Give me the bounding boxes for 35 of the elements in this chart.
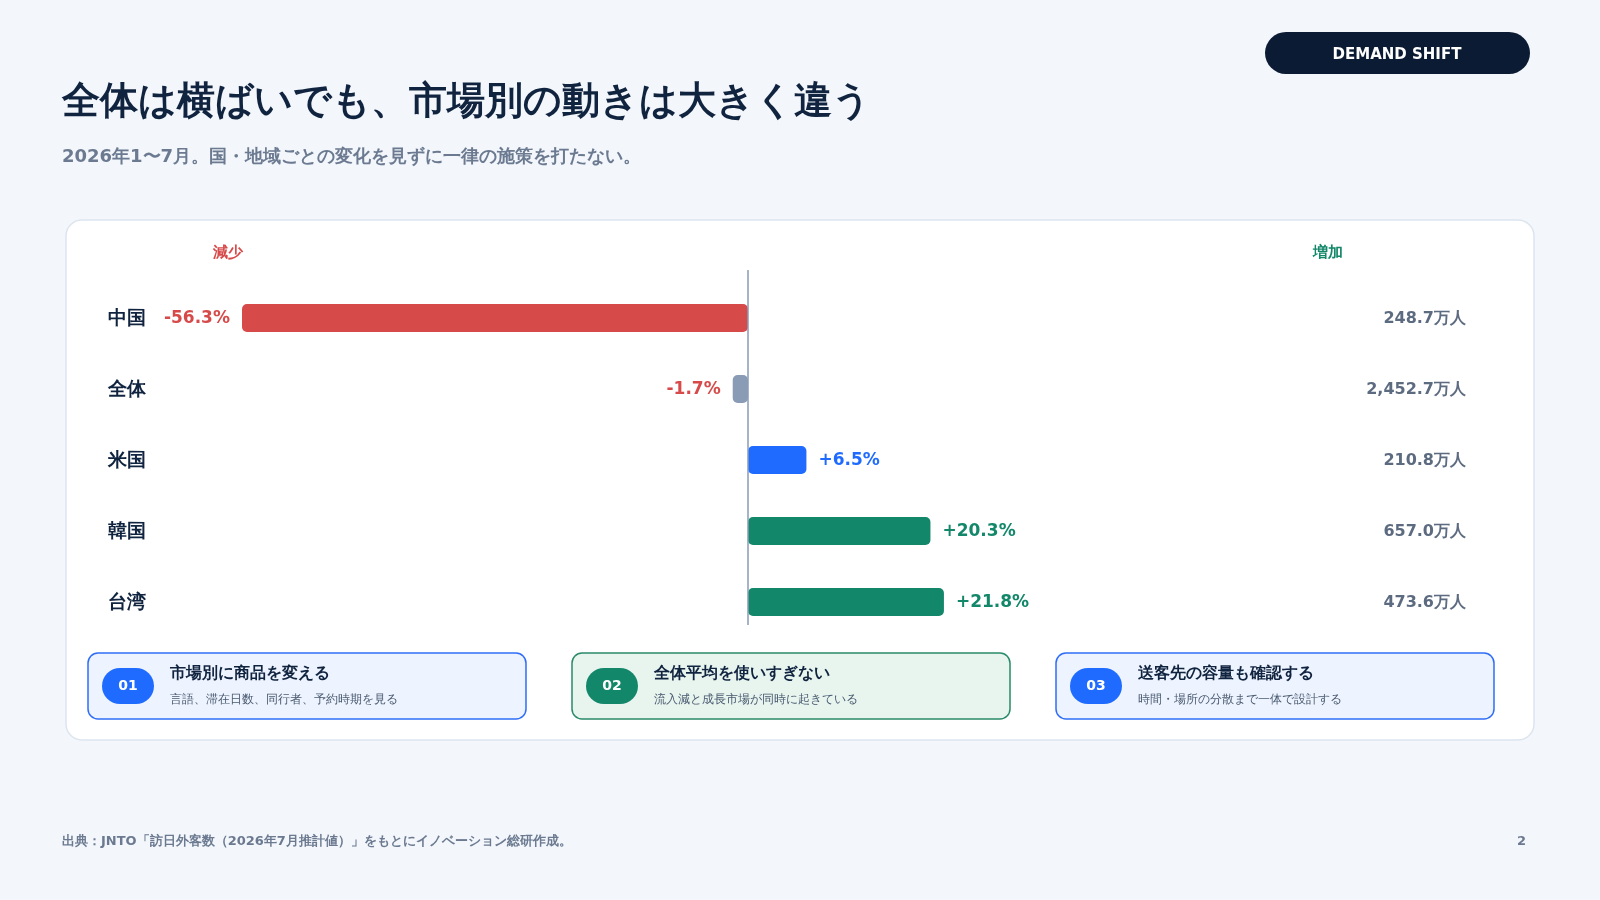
text: 01 <box>118 677 138 693</box>
text: 送客先の容量も確認する <box>1137 662 1314 682</box>
y-tick-label: 中国 <box>108 305 146 328</box>
chart-subtitle: 2026年1〜7月。国・地域ごとの変化を見ずに一律の施策を打たない。 <box>62 145 642 167</box>
text: DEMAND SHIFT <box>1332 44 1463 63</box>
text: 2 <box>1516 832 1526 848</box>
source-note: 出典：JNTO「訪日外客数（2026年7月推計値）」をもとにイノベーション総研作成。 <box>62 832 572 848</box>
text: 流入減と成長市場が同時に起きている <box>654 691 858 706</box>
data-label: -56.3% <box>163 307 230 327</box>
chart-title: 全体は横ばいでも、市場別の動きは大きく違う <box>61 77 871 122</box>
bar <box>242 304 748 332</box>
text: 増加 <box>1312 242 1343 261</box>
text: 248.7万人 <box>1383 307 1467 327</box>
data-label: +20.3% <box>942 520 1016 540</box>
text: 657.0万人 <box>1383 520 1467 540</box>
text: 03 <box>1086 677 1106 693</box>
data-label: +21.8% <box>955 591 1030 611</box>
bar <box>748 446 807 474</box>
text: 210.8万人 <box>1383 449 1467 469</box>
text: 時間・場所の分散まで一体で設計する <box>1138 691 1342 706</box>
y-tick-label: 台湾 <box>108 589 146 612</box>
text: 市場別に商品を変える <box>169 662 330 682</box>
bar <box>748 588 944 616</box>
y-tick-label: 全体 <box>107 376 147 399</box>
text: 473.6万人 <box>1383 591 1467 611</box>
y-tick-label: 米国 <box>107 447 146 470</box>
text: 減少 <box>212 242 244 261</box>
data-label: +6.5% <box>818 449 880 469</box>
text: 言語、滞在日数、同行者、予約時期を見る <box>170 691 398 706</box>
bar <box>748 517 931 545</box>
text: 全体平均を使いすぎない <box>653 662 830 682</box>
text: 02 <box>602 677 622 693</box>
y-tick-label: 韓国 <box>108 518 146 541</box>
data-label: -1.7% <box>666 378 721 398</box>
text: 2,452.7万人 <box>1366 378 1467 398</box>
